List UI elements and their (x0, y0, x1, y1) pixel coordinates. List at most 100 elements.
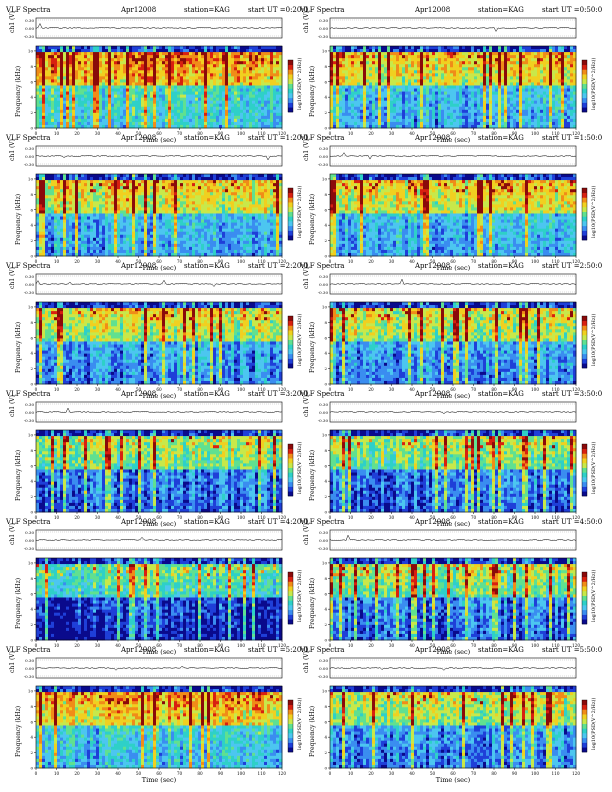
spectrogram-cell (180, 92, 183, 95)
spectrogram-cell (78, 217, 81, 220)
spectrogram-cell (207, 122, 210, 125)
spectrogram-cell (264, 46, 267, 49)
spectrogram-cell (186, 76, 189, 79)
spectrogram-cell (567, 58, 570, 61)
spectrogram-cell (213, 76, 216, 79)
spectrogram-cell (213, 85, 216, 88)
spectrogram-cell (87, 52, 90, 55)
spectrogram-cell (411, 46, 414, 49)
spectrogram-cell (252, 61, 255, 64)
spectrogram-cell (381, 98, 384, 101)
spectrogram-cell (126, 49, 129, 52)
spectrogram-cell (108, 98, 111, 101)
spectrogram-cell (105, 85, 108, 88)
spectrogram-cell (441, 98, 444, 101)
spectrogram-cell (552, 101, 555, 104)
spectrogram-cell (483, 73, 486, 76)
spectrogram-cell (135, 49, 138, 52)
spectrogram-cell (333, 104, 336, 107)
spectrogram-cell (435, 76, 438, 79)
spectrogram-cell (492, 61, 495, 64)
spectrogram-cell (480, 79, 483, 82)
spectrogram-cell (336, 79, 339, 82)
spectrogram-cell (147, 76, 150, 79)
spectrogram-cell (228, 119, 231, 122)
spectrogram-cell (465, 46, 468, 49)
spectrogram-cell (66, 198, 69, 201)
colorbar-swatch (288, 60, 293, 65)
spectrogram-cell (348, 104, 351, 107)
spectrogram-cell (111, 85, 114, 88)
spectrogram-cell (213, 70, 216, 73)
spectrogram-cell (381, 113, 384, 116)
spectrogram-cell (504, 55, 507, 58)
spectrogram-cell (36, 82, 39, 85)
spectrogram-cell (495, 98, 498, 101)
spectrogram-cell (144, 70, 147, 73)
spectrogram-cell (165, 85, 168, 88)
spectrogram-cell (390, 122, 393, 125)
spectrogram-cell (168, 76, 171, 79)
spectrogram-cell (507, 119, 510, 122)
spectrogram-cell (417, 52, 420, 55)
spectrogram-cell (45, 61, 48, 64)
spectrogram-cell (57, 61, 60, 64)
spectrogram-cell (333, 119, 336, 122)
spectrogram-cell (93, 116, 96, 119)
spectrogram-cell (450, 95, 453, 98)
spectrogram-cell (51, 232, 54, 235)
spectrogram-cell (354, 82, 357, 85)
spectrogram-cell (510, 79, 513, 82)
spectrogram-cell (486, 122, 489, 125)
spectrogram-cell (75, 122, 78, 125)
spectrogram-cell (366, 70, 369, 73)
spectrogram-cell (450, 82, 453, 85)
spectrogram-cell (441, 122, 444, 125)
spectrogram-cell (78, 174, 81, 177)
spectrogram-cell (216, 104, 219, 107)
spectrogram-cell (183, 73, 186, 76)
spectrogram-cell (546, 58, 549, 61)
spectrogram-cell (387, 76, 390, 79)
spectrogram-cell (564, 58, 567, 61)
spectrogram-cell (237, 122, 240, 125)
spectrogram-cell (564, 104, 567, 107)
spectrogram-cell (525, 73, 528, 76)
spectrogram-cell (465, 95, 468, 98)
spectrogram-cell (237, 119, 240, 122)
spectrogram-cell (78, 76, 81, 79)
spectrogram-cell (414, 95, 417, 98)
spectrogram-cell (159, 52, 162, 55)
spectrogram-cell (246, 76, 249, 79)
spectrogram-cell (549, 116, 552, 119)
spectrogram-cell (141, 113, 144, 116)
spectrogram-cell (435, 55, 438, 58)
spectrogram-cell (459, 79, 462, 82)
spectrogram-cell (501, 107, 504, 110)
spectrogram-cell (75, 244, 78, 247)
spectrogram-cell (99, 82, 102, 85)
spectrogram-cell (249, 76, 252, 79)
freq-tick-label: 10 (322, 48, 328, 53)
spectrogram-cell (267, 116, 270, 119)
spectrogram-cell (456, 55, 459, 58)
spectrogram-cell (213, 89, 216, 92)
spectrogram-cell (369, 55, 372, 58)
spectrogram-cell (336, 73, 339, 76)
spectrogram-cell (375, 92, 378, 95)
spectrogram-cell (408, 46, 411, 49)
spectrogram-cell (507, 122, 510, 125)
spectrogram-cell (465, 79, 468, 82)
spectrogram-cell (546, 46, 549, 49)
spectrogram-cell (549, 52, 552, 55)
spectrogram-cell (48, 107, 51, 110)
spectrogram-cell (261, 70, 264, 73)
spectrogram-cell (153, 49, 156, 52)
spectrogram-cell (57, 226, 60, 229)
spectrogram-cell (81, 189, 84, 192)
spectrogram-cell (213, 73, 216, 76)
spectrogram-cell (99, 67, 102, 70)
spectrogram-cell (72, 195, 75, 198)
spectrogram-cell (465, 67, 468, 70)
spectrogram-cell (84, 92, 87, 95)
